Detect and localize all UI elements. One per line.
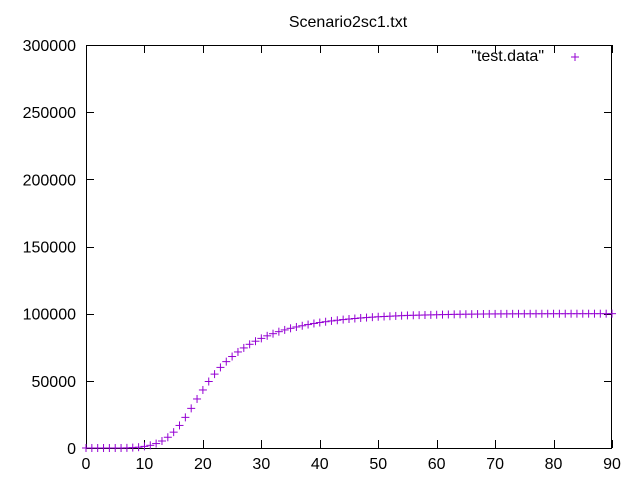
data-point bbox=[280, 325, 289, 334]
data-point bbox=[187, 404, 196, 413]
y-tick-label: 250000 bbox=[23, 105, 76, 122]
data-point bbox=[193, 394, 202, 403]
data-point bbox=[321, 317, 330, 326]
legend-marker bbox=[571, 53, 579, 61]
x-tick-label: 60 bbox=[428, 456, 446, 473]
data-point bbox=[210, 370, 219, 379]
x-tick-label: 30 bbox=[252, 456, 270, 473]
x-tick-label: 80 bbox=[545, 456, 563, 473]
x-tick-label: 0 bbox=[82, 456, 91, 473]
y-tick-label: 200000 bbox=[23, 172, 76, 189]
y-tick-label: 150000 bbox=[23, 240, 76, 257]
data-point bbox=[327, 316, 336, 325]
x-tick-label: 10 bbox=[136, 456, 154, 473]
y-tick-label: 0 bbox=[67, 441, 76, 458]
data-point bbox=[216, 363, 225, 372]
x-tick-label: 50 bbox=[369, 456, 387, 473]
data-point bbox=[134, 443, 143, 452]
data-point bbox=[251, 337, 260, 346]
data-point bbox=[181, 413, 190, 422]
data-point bbox=[228, 352, 237, 361]
y-tick-label: 300000 bbox=[23, 38, 76, 55]
data-point bbox=[233, 347, 242, 356]
data-point bbox=[222, 357, 231, 366]
data-point bbox=[257, 334, 266, 343]
y-axis: 0 50000 100000 150000 200000 250000 300000 bbox=[23, 38, 612, 458]
data-point bbox=[298, 321, 307, 330]
data-point bbox=[608, 309, 616, 318]
legend: "test.data" bbox=[471, 48, 579, 65]
data-point bbox=[333, 316, 342, 325]
data-point bbox=[204, 377, 213, 386]
data-point bbox=[157, 437, 166, 446]
y-tick-label: 100000 bbox=[23, 307, 76, 324]
data-points bbox=[82, 309, 616, 452]
data-point bbox=[304, 320, 313, 329]
data-point bbox=[140, 442, 149, 451]
data-point bbox=[345, 315, 353, 324]
data-point bbox=[292, 322, 301, 331]
data-point bbox=[175, 421, 184, 430]
y-tick-label: 50000 bbox=[32, 374, 77, 391]
data-point bbox=[245, 340, 254, 349]
legend-plus-marker bbox=[571, 53, 579, 61]
data-point bbox=[309, 319, 318, 328]
x-axis: 0 10 20 30 40 50 60 70 80 90 bbox=[82, 45, 621, 473]
data-point bbox=[274, 327, 283, 336]
x-tick-label: 90 bbox=[603, 456, 621, 473]
x-tick-label: 70 bbox=[486, 456, 504, 473]
data-point bbox=[263, 331, 272, 340]
x-tick-label: 40 bbox=[311, 456, 329, 473]
data-point bbox=[163, 433, 172, 442]
data-point bbox=[286, 324, 295, 333]
chart-title: Scenario2sc1.txt bbox=[289, 14, 408, 31]
data-point bbox=[269, 329, 278, 338]
data-point bbox=[152, 439, 161, 448]
data-point bbox=[169, 428, 178, 437]
plot-frame bbox=[86, 45, 612, 449]
data-point bbox=[198, 385, 207, 394]
x-tick-label: 20 bbox=[194, 456, 212, 473]
data-point bbox=[339, 315, 348, 324]
legend-label: "test.data" bbox=[471, 48, 544, 65]
data-point bbox=[315, 318, 324, 327]
data-point bbox=[146, 441, 155, 450]
data-point bbox=[239, 343, 248, 352]
data-point bbox=[350, 314, 359, 323]
